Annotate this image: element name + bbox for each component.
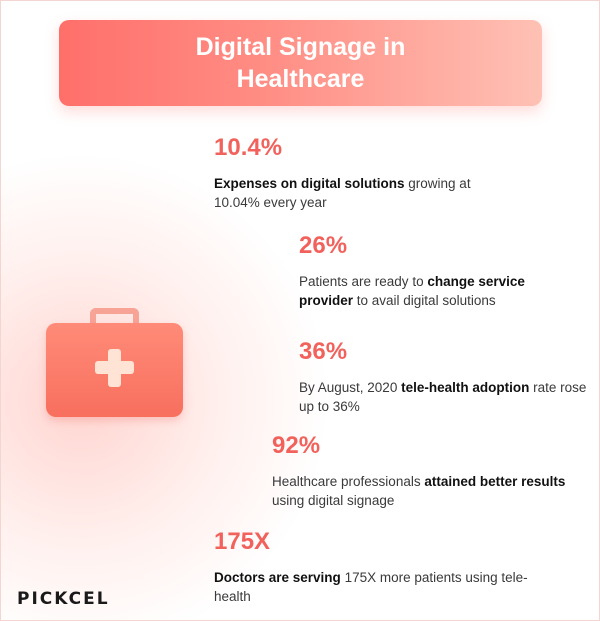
- stat-desc-text: Patients are ready to: [299, 274, 428, 289]
- medical-cross-horizontal: [95, 361, 134, 374]
- kit-handle: [90, 308, 139, 332]
- title-banner: Digital Signage in Healthcare: [59, 20, 542, 106]
- stat-expenses: 10.4% Expenses on digital solutions grow…: [214, 134, 514, 212]
- stat-doctors: 175X Doctors are serving 175X more patie…: [214, 528, 554, 606]
- stat-value: 26%: [299, 232, 348, 259]
- stat-value: 36%: [299, 338, 348, 365]
- stat-desc-bold: Doctors are serving: [214, 570, 341, 585]
- pickcel-logo: PICKCEL: [17, 589, 110, 609]
- stat-desc-text: using digital signage: [272, 493, 395, 508]
- stat-desc-bold: attained better results: [424, 474, 566, 489]
- first-aid-kit-icon: [46, 308, 183, 418]
- stat-value: 92%: [272, 432, 321, 459]
- stat-desc-bold: Expenses on digital solutions: [214, 176, 405, 191]
- stat-desc-text: By August, 2020: [299, 380, 402, 395]
- stat-desc-bold: tele-health adoption: [401, 380, 530, 395]
- stat-description: Patients are ready to change service pro…: [299, 272, 569, 310]
- stat-telehealth-adoption: 36% By August, 2020 tele-health adoption…: [299, 338, 594, 416]
- stat-description: Doctors are serving 175X more patients u…: [214, 568, 554, 606]
- stat-desc-text: to avail digital solutions: [353, 293, 496, 308]
- stat-desc-text: growing at 10.04% every year: [214, 176, 471, 210]
- stat-desc-bold: change service provider: [299, 274, 525, 308]
- stat-desc-text: 175X more patients using tele-health: [214, 570, 528, 604]
- stat-desc-text: Healthcare professionals: [272, 474, 425, 489]
- stat-description: Expenses on digital solutions growing at…: [214, 174, 514, 212]
- stat-description: By August, 2020 tele-health adoption rat…: [299, 378, 594, 416]
- stat-value: 175X: [214, 528, 271, 555]
- stat-desc-text: rate rose up to 36%: [299, 380, 587, 414]
- stat-value: 10.4%: [214, 134, 283, 161]
- page-title: Digital Signage in Healthcare: [195, 33, 406, 93]
- stat-professionals: 92% Healthcare professionals attained be…: [272, 432, 572, 510]
- stat-description: Healthcare professionals attained better…: [272, 472, 572, 510]
- stat-patients: 26% Patients are ready to change service…: [299, 232, 569, 310]
